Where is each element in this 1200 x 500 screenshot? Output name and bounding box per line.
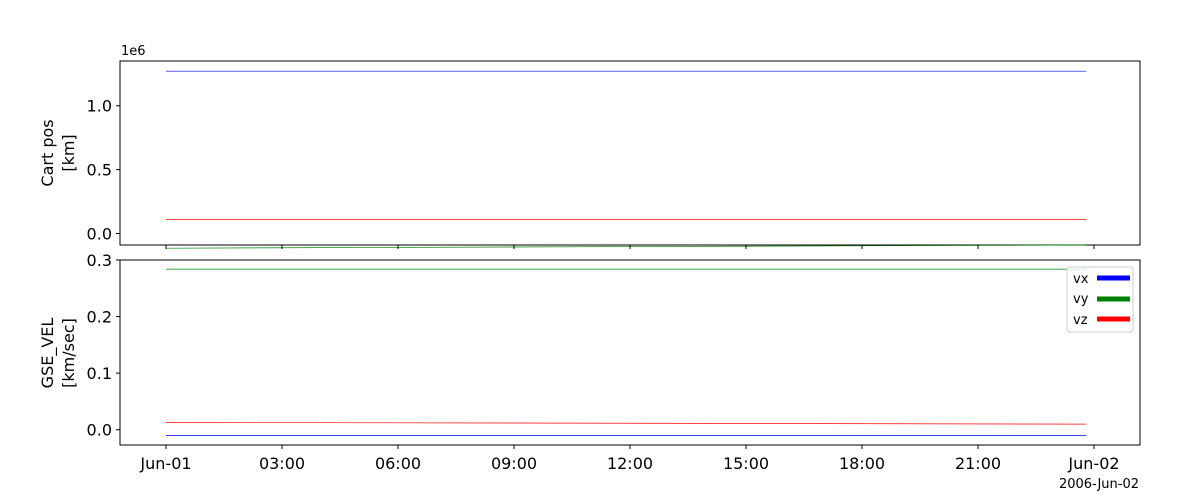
- legend-label-vy: vy: [1073, 292, 1089, 307]
- position-y-axis-label-line2: [km]: [59, 134, 78, 171]
- velocity-y-axis-label-line2: [km/sec]: [59, 318, 78, 388]
- legend-label-vz: vz: [1073, 313, 1088, 328]
- x-tick-label: 21:00: [955, 454, 1001, 473]
- position-y-axis: 0.0 0.5 1.0: [87, 97, 120, 244]
- velocity-y-axis-label-line1: GSE_VEL: [38, 318, 58, 389]
- x-tick-label: 03:00: [259, 454, 305, 473]
- position-y-tick-label: 0.5: [87, 161, 112, 180]
- x-tick-label: Jun-02: [1067, 454, 1119, 473]
- position-series-group: [165, 70, 1087, 249]
- x-tick-label: 15:00: [723, 454, 769, 473]
- position-plot-frame: [119, 60, 1141, 246]
- x-tick-label: 12:00: [607, 454, 653, 473]
- x-tick-label: 18:00: [839, 454, 885, 473]
- position-series-line-y: [165, 244, 1087, 249]
- velocity-y-axis: 0.0 0.1 0.2 0.3: [87, 251, 120, 440]
- x-tick-label: 06:00: [375, 454, 421, 473]
- velocity-x-axis: Jun-01 03:00 06:00 09:00 12:00 15:00 18:00 21:0…: [139, 445, 1120, 473]
- position-y-offset-text: 1e6: [121, 44, 146, 59]
- legend-label-vx: vx: [1073, 272, 1089, 287]
- velocity-plot-frame: [119, 259, 1141, 446]
- x-tick-label: Jun-01: [139, 454, 191, 473]
- velocity-y-tick-label: 0.1: [87, 364, 112, 383]
- velocity-series-group: [165, 268, 1087, 436]
- position-x-ticks: [165, 245, 1095, 249]
- velocity-y-tick-label: 0.3: [87, 251, 112, 270]
- position-y-tick-label: 0.0: [87, 225, 112, 244]
- x-tick-label: 09:00: [491, 454, 537, 473]
- position-y-axis-label-line1: Cart pos: [38, 119, 57, 186]
- velocity-series-line-vz: [165, 422, 1087, 425]
- x-axis-offset-label: 2006-Jun-02: [1059, 477, 1139, 492]
- legend: vx vy vz: [1066, 266, 1134, 333]
- panel-position: 0.0 0.5 1.0 1e6 Cart pos [km]: [38, 44, 1141, 249]
- panel-velocity: 0.0 0.1 0.2 0.3 Jun-01 03:00 06:00 09:00 12:00 1…: [38, 251, 1141, 492]
- velocity-y-tick-label: 0.2: [87, 308, 112, 327]
- velocity-y-tick-label: 0.0: [87, 421, 112, 440]
- position-y-tick-label: 1.0: [87, 97, 112, 116]
